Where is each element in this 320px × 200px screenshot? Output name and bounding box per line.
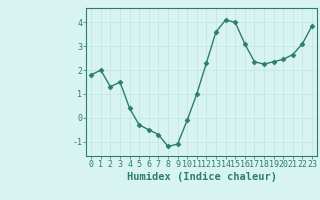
X-axis label: Humidex (Indice chaleur): Humidex (Indice chaleur) <box>127 172 276 182</box>
